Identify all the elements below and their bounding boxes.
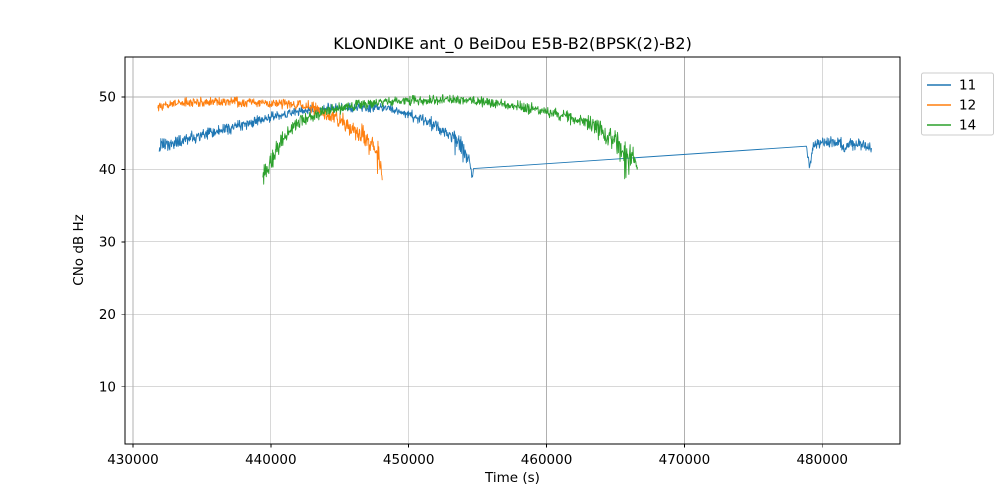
legend-entry-label: 11 (959, 78, 976, 94)
y-tick-label: 30 (99, 235, 116, 251)
legend-box (921, 72, 994, 136)
series-line-12 (157, 96, 383, 181)
x-tick-label: 480000 (796, 452, 848, 468)
legend: 11 12 14 (921, 72, 994, 136)
y-tick-label: 40 (99, 162, 116, 178)
x-tick-label: 440000 (245, 452, 297, 468)
x-axis-label: Time (s) (484, 470, 540, 486)
x-tick-label: 450000 (383, 452, 435, 468)
series-line-11 (158, 102, 873, 178)
plot-area-border (124, 56, 901, 445)
y-axis-label: CNo dB Hz (71, 214, 87, 285)
y-tick-label: 50 (99, 90, 116, 106)
legend-entry-label: 14 (959, 118, 976, 134)
x-tick-label: 430000 (107, 452, 159, 468)
y-tick-label: 10 (99, 379, 116, 395)
legend-entry-label: 12 (959, 98, 976, 114)
x-tick-label: 460000 (521, 452, 573, 468)
y-tick-label: 20 (99, 307, 116, 323)
series-group (157, 94, 873, 185)
series-line-14 (262, 94, 638, 185)
x-tick-label: 470000 (659, 452, 711, 468)
chart-title: KLONDIKE ant_0 BeiDou E5B-B2(BPSK(2)-B2) (333, 34, 692, 54)
